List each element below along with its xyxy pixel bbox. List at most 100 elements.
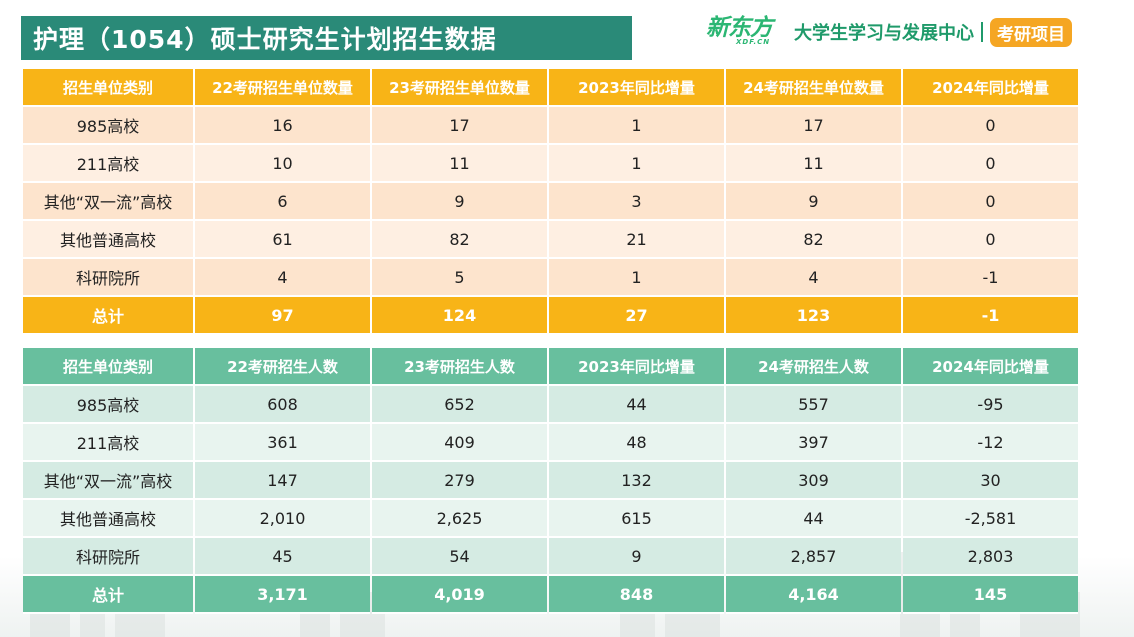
value-cell: 9 (372, 183, 547, 221)
value-cell: 557 (726, 386, 901, 424)
table-row: 其他“双一流”高校 6 9 3 9 0 (23, 183, 1078, 221)
column-header: 23考研招生单位数量 (372, 69, 547, 107)
table-row: 985高校 608 652 44 557 -95 (23, 386, 1078, 424)
table-row: 985高校 16 17 1 17 0 (23, 107, 1078, 145)
value-cell: 82 (726, 221, 901, 259)
brand-project-badge: 考研项目 (990, 17, 1072, 47)
xdf-logo: 新东方 XDF.CN (706, 15, 773, 46)
value-cell: 45 (195, 538, 370, 576)
table-header-row: 招生单位类别 22考研招生人数 23考研招生人数 2023年同比增量 24考研招… (23, 348, 1078, 386)
institution-count-table: 招生单位类别 22考研招生单位数量 23考研招生单位数量 2023年同比增量 2… (21, 69, 1080, 335)
value-cell: 397 (726, 424, 901, 462)
total-value-cell: 124 (372, 297, 547, 335)
table-row: 其他“双一流”高校 147 279 132 309 30 (23, 462, 1078, 500)
total-value-cell: 123 (726, 297, 901, 335)
value-cell: 11 (372, 145, 547, 183)
table-row: 科研院所 4 5 1 4 -1 (23, 259, 1078, 297)
total-value-cell: 3,171 (195, 576, 370, 614)
category-cell: 211高校 (23, 145, 193, 183)
column-header: 24考研招生人数 (726, 348, 901, 386)
table-row: 其他普通高校 2,010 2,625 615 44 -2,581 (23, 500, 1078, 538)
value-cell: 132 (549, 462, 724, 500)
value-cell: 0 (903, 107, 1078, 145)
total-value-cell: 4,164 (726, 576, 901, 614)
value-cell: 309 (726, 462, 901, 500)
value-cell: 9 (549, 538, 724, 576)
value-cell: 48 (549, 424, 724, 462)
column-header: 24考研招生单位数量 (726, 69, 901, 107)
value-cell: 6 (195, 183, 370, 221)
table-row: 211高校 10 11 1 11 0 (23, 145, 1078, 183)
column-header: 2024年同比增量 (903, 69, 1078, 107)
value-cell: 0 (903, 183, 1078, 221)
category-cell: 985高校 (23, 107, 193, 145)
value-cell: 5 (372, 259, 547, 297)
column-header: 23考研招生人数 (372, 348, 547, 386)
table-row: 其他普通高校 61 82 21 82 0 (23, 221, 1078, 259)
category-cell: 其他普通高校 (23, 500, 193, 538)
column-header: 2023年同比增量 (549, 348, 724, 386)
value-cell: 2,625 (372, 500, 547, 538)
value-cell: 44 (549, 386, 724, 424)
page-title: 护理（1054）硕士研究生计划招生数据 (21, 16, 632, 60)
enrollment-count-table: 招生单位类别 22考研招生人数 23考研招生人数 2023年同比增量 24考研招… (21, 348, 1080, 614)
table-total-row: 总计 97 124 27 123 -1 (23, 297, 1078, 335)
brand-center-name: 大学生学习与发展中心 (794, 23, 974, 44)
category-cell: 科研院所 (23, 538, 193, 576)
value-cell: 16 (195, 107, 370, 145)
total-value-cell: 145 (903, 576, 1078, 614)
value-cell: 1 (549, 145, 724, 183)
total-label-cell: 总计 (23, 297, 193, 335)
column-header: 2024年同比增量 (903, 348, 1078, 386)
value-cell: 10 (195, 145, 370, 183)
value-cell: 30 (903, 462, 1078, 500)
category-cell: 其他“双一流”高校 (23, 462, 193, 500)
value-cell: -1 (903, 259, 1078, 297)
total-value-cell: -1 (903, 297, 1078, 335)
value-cell: 1 (549, 259, 724, 297)
total-value-cell: 848 (549, 576, 724, 614)
category-cell: 211高校 (23, 424, 193, 462)
column-header: 招生单位类别 (23, 69, 193, 107)
value-cell: 652 (372, 386, 547, 424)
value-cell: 3 (549, 183, 724, 221)
value-cell: 147 (195, 462, 370, 500)
value-cell: 21 (549, 221, 724, 259)
value-cell: -2,581 (903, 500, 1078, 538)
value-cell: 17 (726, 107, 901, 145)
value-cell: 409 (372, 424, 547, 462)
column-header: 22考研招生人数 (195, 348, 370, 386)
total-value-cell: 4,019 (372, 576, 547, 614)
value-cell: 17 (372, 107, 547, 145)
value-cell: 82 (372, 221, 547, 259)
table-row: 211高校 361 409 48 397 -12 (23, 424, 1078, 462)
category-cell: 985高校 (23, 386, 193, 424)
value-cell: 1 (549, 107, 724, 145)
value-cell: 361 (195, 424, 370, 462)
category-cell: 其他普通高校 (23, 221, 193, 259)
value-cell: 9 (726, 183, 901, 221)
category-cell: 科研院所 (23, 259, 193, 297)
value-cell: 54 (372, 538, 547, 576)
value-cell: 2,010 (195, 500, 370, 538)
value-cell: 4 (195, 259, 370, 297)
table-header-row: 招生单位类别 22考研招生单位数量 23考研招生单位数量 2023年同比增量 2… (23, 69, 1078, 107)
value-cell: 4 (726, 259, 901, 297)
column-header: 2023年同比增量 (549, 69, 724, 107)
brand-divider (981, 22, 983, 42)
total-value-cell: 27 (549, 297, 724, 335)
value-cell: 608 (195, 386, 370, 424)
value-cell: 61 (195, 221, 370, 259)
brand-header: 新东方 XDF.CN 大学生学习与发展中心 考研项目 (706, 14, 1072, 50)
value-cell: 2,857 (726, 538, 901, 576)
column-header: 22考研招生单位数量 (195, 69, 370, 107)
column-header: 招生单位类别 (23, 348, 193, 386)
table-total-row: 总计 3,171 4,019 848 4,164 145 (23, 576, 1078, 614)
value-cell: 0 (903, 221, 1078, 259)
total-value-cell: 97 (195, 297, 370, 335)
value-cell: 2,803 (903, 538, 1078, 576)
value-cell: -95 (903, 386, 1078, 424)
value-cell: -12 (903, 424, 1078, 462)
value-cell: 279 (372, 462, 547, 500)
total-label-cell: 总计 (23, 576, 193, 614)
